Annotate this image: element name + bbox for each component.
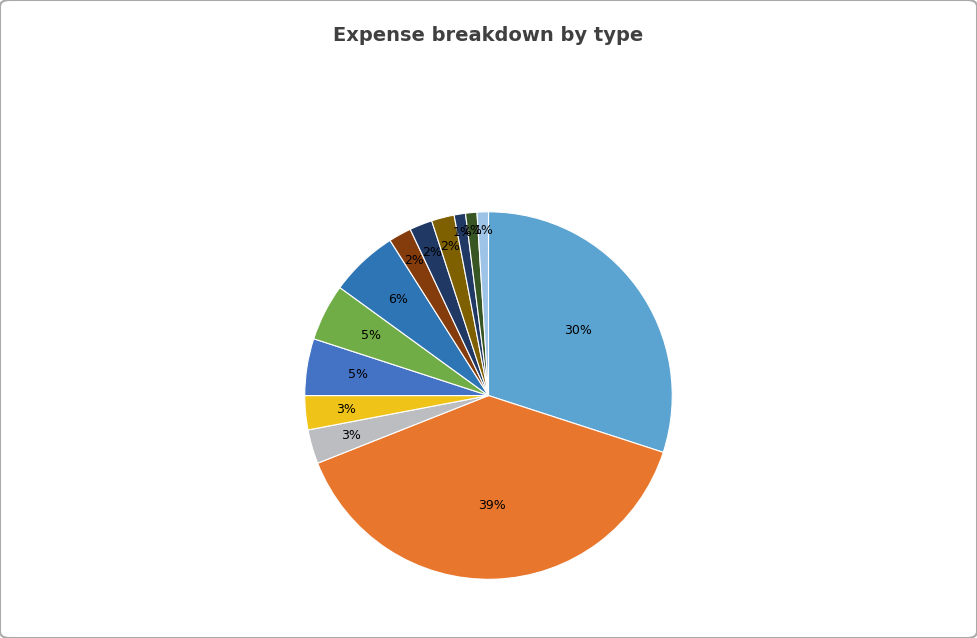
- Text: 3%: 3%: [336, 403, 356, 415]
- Wedge shape: [305, 396, 488, 430]
- Wedge shape: [465, 212, 488, 396]
- Text: 39%: 39%: [478, 500, 506, 512]
- Wedge shape: [432, 215, 488, 396]
- Text: 6%: 6%: [388, 293, 407, 306]
- Text: 3%: 3%: [341, 429, 361, 442]
- Text: 5%: 5%: [348, 368, 367, 382]
- Wedge shape: [410, 221, 488, 396]
- Text: 2%: 2%: [422, 246, 442, 258]
- Text: Expense breakdown by type: Expense breakdown by type: [333, 26, 644, 45]
- Text: 5%: 5%: [361, 329, 381, 342]
- Text: 30%: 30%: [564, 324, 592, 338]
- Wedge shape: [454, 213, 488, 396]
- Text: 1%: 1%: [463, 225, 483, 237]
- Wedge shape: [477, 212, 488, 396]
- Wedge shape: [305, 339, 488, 396]
- Wedge shape: [308, 396, 488, 463]
- Text: 1%: 1%: [452, 226, 473, 239]
- Wedge shape: [390, 229, 488, 396]
- Text: 2%: 2%: [404, 254, 424, 267]
- Wedge shape: [488, 212, 672, 452]
- Wedge shape: [314, 288, 488, 396]
- Text: 1%: 1%: [474, 224, 493, 237]
- Wedge shape: [340, 241, 488, 396]
- Wedge shape: [318, 396, 663, 579]
- Text: 2%: 2%: [441, 239, 460, 253]
